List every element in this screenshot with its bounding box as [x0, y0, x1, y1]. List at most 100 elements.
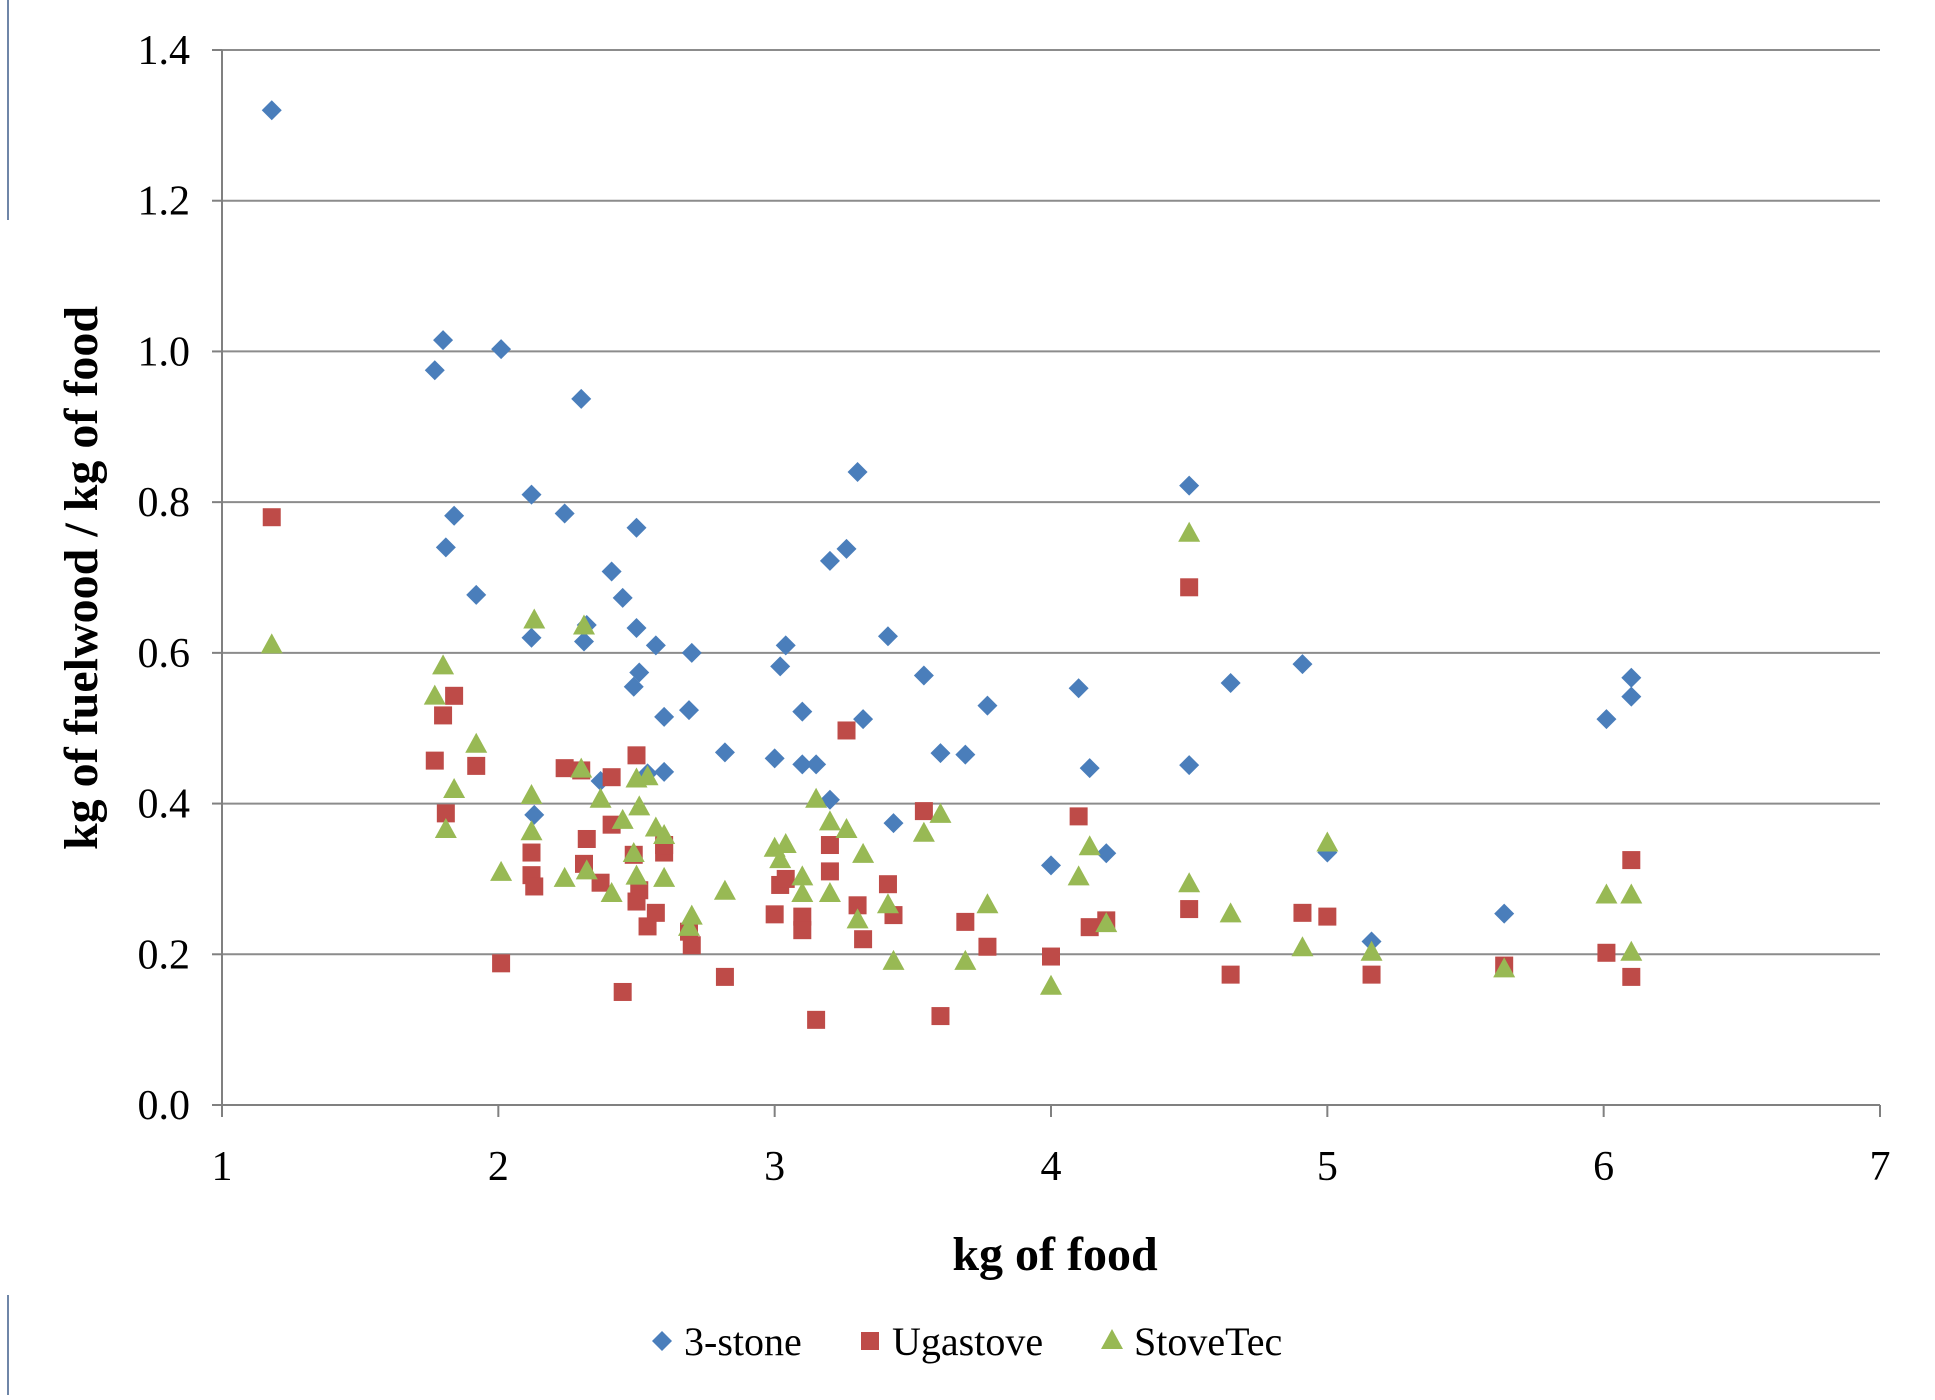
data-point-triangle — [1178, 521, 1201, 542]
data-point-diamond — [930, 743, 951, 764]
data-point-triangle — [1360, 940, 1383, 961]
data-point-diamond — [554, 503, 575, 524]
data-point-square — [1180, 578, 1199, 597]
data-point-triangle — [1095, 912, 1118, 933]
data-point-triangle — [1316, 831, 1339, 852]
data-point-triangle — [791, 882, 814, 902]
data-point-triangle — [1178, 872, 1201, 893]
data-point-triangle — [678, 915, 701, 936]
y-tick-label: 0.8 — [138, 480, 191, 526]
data-point-diamond — [444, 505, 465, 526]
x-tick-label: 3 — [764, 1144, 785, 1190]
data-point-diamond — [977, 695, 998, 716]
data-point-square — [914, 802, 933, 821]
y-tick-label: 1.2 — [138, 179, 191, 225]
data-point-diamond — [819, 550, 840, 571]
x-tick-label: 7 — [1870, 1144, 1891, 1190]
data-point-diamond — [883, 813, 904, 834]
data-point-diamond — [654, 706, 675, 727]
data-point-diamond — [626, 517, 647, 538]
x-tick-label: 6 — [1593, 1144, 1614, 1190]
data-point-diamond — [645, 635, 666, 656]
data-point-square — [630, 881, 649, 900]
data-point-triangle — [1493, 957, 1516, 978]
data-point-square — [978, 937, 997, 956]
data-point-diamond — [681, 642, 702, 663]
data-point-square — [467, 756, 486, 775]
data-point-triangle — [713, 879, 736, 900]
data-point-diamond — [877, 626, 898, 647]
y-tick-label: 0.0 — [138, 1083, 191, 1129]
data-point-triangle — [835, 817, 858, 838]
data-markers — [260, 100, 1643, 1029]
data-point-triangle — [520, 820, 543, 841]
data-point-triangle — [636, 765, 659, 786]
data-point-diamond — [1621, 667, 1642, 688]
data-point-square — [765, 905, 784, 924]
data-point-triangle — [423, 684, 446, 705]
data-point-diamond — [573, 631, 594, 652]
data-point-diamond — [792, 754, 813, 775]
data-point-diamond — [955, 744, 976, 765]
data-point-diamond — [1494, 903, 1515, 924]
data-point-square — [1362, 965, 1381, 984]
data-point-triangle — [929, 802, 952, 823]
data-point-diamond — [491, 339, 512, 360]
data-point-diamond — [524, 804, 545, 825]
data-point-triangle — [818, 882, 841, 902]
frame-mark-bottom-left — [7, 1295, 9, 1395]
data-point-diamond — [806, 754, 827, 775]
data-point-diamond — [571, 388, 592, 409]
x-tick-label: 4 — [1041, 1144, 1062, 1190]
data-point-triangle — [553, 866, 576, 887]
data-point-triangle — [1078, 835, 1101, 856]
data-point-triangle — [465, 732, 488, 753]
data-point-square — [1622, 851, 1641, 870]
data-point-diamond — [601, 561, 622, 582]
data-point-square — [436, 804, 455, 823]
data-point-triangle — [570, 757, 593, 778]
data-point-triangle — [876, 893, 899, 914]
data-point-triangle — [1291, 936, 1314, 957]
data-point-square — [522, 843, 541, 862]
data-point-triangle — [575, 859, 598, 880]
data-point-diamond — [775, 635, 796, 656]
data-point-square — [262, 508, 281, 527]
grid-lines — [222, 49, 1880, 956]
data-point-triangle — [774, 833, 797, 854]
data-point-diamond — [1041, 855, 1061, 876]
data-point-triangle — [490, 860, 513, 881]
x-tick-label: 5 — [1317, 1144, 1338, 1190]
data-point-diamond — [466, 584, 487, 605]
x-tick-label: 1 — [212, 1144, 233, 1190]
data-point-triangle — [1595, 883, 1618, 904]
y-tick-label: 0.2 — [138, 932, 191, 978]
data-point-triangle — [520, 784, 543, 805]
data-point-diamond — [1079, 758, 1100, 779]
data-point-square — [1622, 967, 1641, 986]
data-point-square — [931, 1007, 950, 1026]
y-tick-label: 1.4 — [138, 28, 191, 74]
data-point-square — [525, 877, 544, 896]
data-point-triangle — [611, 808, 634, 829]
data-point-diamond — [1220, 673, 1241, 693]
data-point-square — [602, 815, 621, 834]
data-point-diamond — [1179, 475, 1200, 496]
data-point-square — [555, 759, 574, 778]
data-point-diamond — [764, 748, 785, 769]
data-point-diamond — [433, 330, 454, 351]
data-point-square — [682, 936, 701, 955]
data-point-triangle — [434, 817, 457, 838]
data-point-square — [820, 836, 839, 855]
data-point-diamond — [853, 709, 874, 730]
data-point-square — [627, 746, 646, 765]
x-axis-title: kg of food — [952, 1228, 1158, 1281]
data-point-diamond — [1179, 755, 1200, 776]
data-point-square — [807, 1010, 826, 1029]
data-point-square — [776, 869, 795, 888]
data-point-triangle — [600, 882, 623, 902]
data-point-diamond — [679, 700, 700, 721]
y-axis-title: kg of fuelwood / kg of food — [55, 306, 108, 850]
data-point-triangle — [882, 949, 905, 970]
